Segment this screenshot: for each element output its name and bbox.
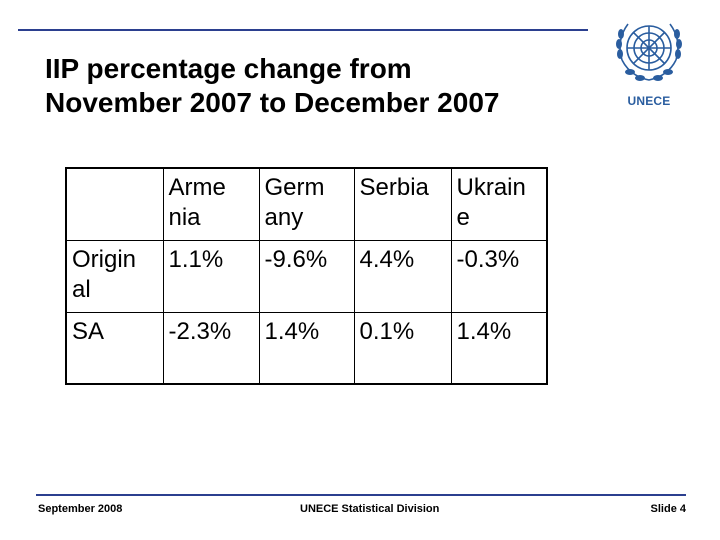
title-line-1: IIP percentage change from (45, 53, 412, 84)
table-cell: -9.6% (258, 239, 354, 312)
slide-number: Slide 4 (650, 503, 686, 515)
iip-table: Arme nia Germ any Serbia Ukrain e Origin… (65, 167, 548, 385)
table-row: Origin al 1.1% -9.6% 4.4% -0.3% (66, 239, 547, 312)
row-label: Origin al (66, 239, 163, 312)
table-row: SA -2.3% 1.4% 0.1% 1.4% (66, 311, 547, 384)
table-header-cell: Germ any (258, 168, 354, 240)
table-header-cell (66, 168, 163, 240)
row-label: SA (66, 311, 163, 384)
table-cell: -2.3% (162, 311, 259, 384)
footer-division: UNECE Statistical Division (300, 503, 440, 515)
table-cell: 1.4% (258, 311, 354, 384)
un-emblem-icon (616, 23, 682, 81)
slide-title: IIP percentage change from November 2007… (45, 52, 605, 120)
logo-label: UNECE (627, 94, 671, 108)
table-header-cell: Ukrain e (450, 168, 547, 240)
table-cell: 1.4% (450, 311, 547, 384)
table-header-cell: Arme nia (162, 168, 259, 240)
table-header-cell: Serbia (353, 168, 451, 240)
table-cell: 1.1% (162, 239, 259, 312)
footer-date: September 2008 (38, 503, 123, 515)
top-rule (18, 29, 588, 31)
un-emblem-logo: UNECE (606, 10, 692, 110)
title-line-2: November 2007 to December 2007 (45, 87, 500, 118)
table-cell: 4.4% (353, 239, 451, 312)
footer-rule (36, 494, 686, 496)
table-cell: -0.3% (450, 239, 547, 312)
table-header-row: Arme nia Germ any Serbia Ukrain e (66, 168, 547, 240)
table-cell: 0.1% (353, 311, 451, 384)
